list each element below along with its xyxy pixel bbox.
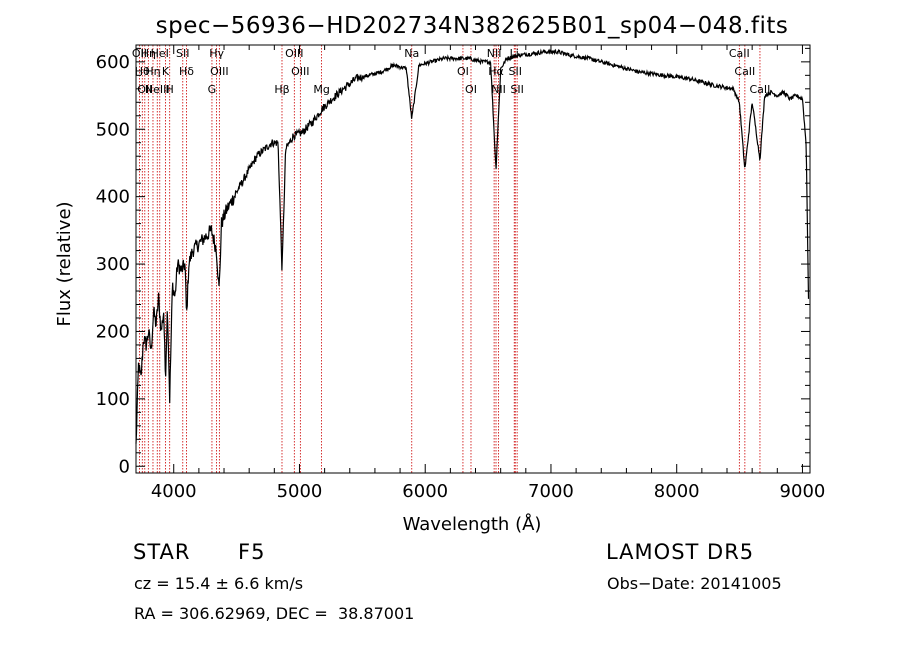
x-tick-label: 9000 (780, 481, 826, 502)
chart-title: spec−56936−HD202734N382625B01_sp04−048.f… (156, 13, 789, 39)
x-axis-label: Wavelength (Å) (403, 513, 542, 535)
line-label-27: CaII (729, 47, 750, 60)
line-label-28: CaII (734, 65, 755, 78)
line-label-11: G (208, 83, 217, 96)
line-label-20: OI (465, 83, 477, 96)
object-subclass: F5 (238, 540, 266, 564)
line-label-7: K (162, 65, 170, 78)
x-axis-ticks: 4000 5000 6000 7000 8000 9000 (151, 45, 826, 502)
redshift-readout: cz = 15.4 ± 6.6 km/s (134, 574, 304, 593)
plot-frame (135, 44, 811, 474)
object-class: STAR (133, 540, 191, 564)
line-label-9: SII (176, 47, 189, 60)
line-label-16: OIII (291, 65, 309, 78)
line-label-12: Hγ (209, 47, 224, 60)
line-label-18: Na (404, 47, 419, 60)
y-tick-label: 300 (96, 254, 130, 275)
line-label-24: Li (510, 47, 519, 60)
x-tick-label: 4000 (151, 481, 197, 502)
line-label-4: Hη (145, 65, 160, 78)
spectral-line-labels: OIIHθOIIHηHηNeIIIHeIKHSIIHδGHγOIIIHβOIII… (132, 47, 771, 96)
y-tick-label: 100 (96, 389, 130, 410)
line-label-5: NeIII (145, 83, 170, 96)
line-label-14: Hβ (274, 83, 289, 96)
y-tick-label: 600 (96, 52, 130, 73)
line-label-2: OII (137, 83, 152, 96)
line-label-10: Hδ (179, 65, 194, 78)
survey-name: LAMOST DR5 (606, 540, 755, 564)
x-tick-label: 7000 (528, 481, 574, 502)
line-label-25: SII (509, 65, 522, 78)
line-label-19: OI (457, 65, 469, 78)
y-axis-label: Flux (relative) (54, 201, 75, 326)
line-label-8: H (166, 83, 174, 96)
line-label-23: NII (491, 83, 506, 96)
line-label-3: Hη (141, 47, 156, 60)
line-label-13: OIII (210, 65, 228, 78)
x-tick-label: 8000 (654, 481, 700, 502)
spectral-line-markers (138, 45, 761, 473)
line-label-17: Mg (313, 83, 329, 96)
y-tick-label: 0 (119, 456, 130, 477)
line-label-21: NII (487, 47, 502, 60)
line-label-15: OIII (285, 47, 303, 60)
line-label-1: Hθ (135, 65, 150, 78)
line-label-29: CaII (749, 83, 770, 96)
y-tick-label: 200 (96, 321, 130, 342)
y-tick-label: 500 (96, 119, 130, 140)
x-tick-label: 6000 (402, 481, 448, 502)
spectrum-series-line (135, 48, 810, 444)
y-tick-label: 400 (96, 187, 130, 208)
coordinates-readout: RA = 306.62969, DEC = 38.87001 (134, 604, 415, 623)
line-label-6: HeI (151, 47, 169, 60)
line-label-26: SII (510, 83, 523, 96)
y-axis-ticks: 0 100 200 300 400 500 600 (96, 47, 810, 477)
observation-date: Obs−Date: 20141005 (607, 574, 782, 593)
x-tick-label: 5000 (277, 481, 323, 502)
